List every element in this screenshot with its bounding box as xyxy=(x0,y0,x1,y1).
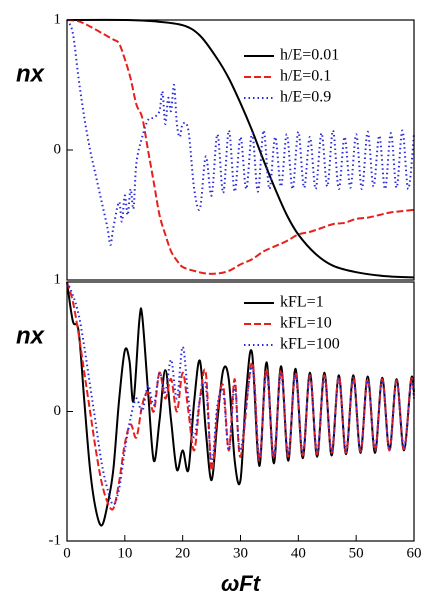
legend-label: kFL=10 xyxy=(280,315,332,332)
legend-label: h/E=0.9 xyxy=(280,89,331,106)
legend-label: h/E=0.01 xyxy=(280,47,339,64)
x-tick-label: 0 xyxy=(63,545,71,561)
x-tick-label: 40 xyxy=(291,545,306,561)
y-tick-label: 1 xyxy=(54,11,62,27)
y-tick-label: -1 xyxy=(49,532,62,548)
x-axis-label: ωFt xyxy=(221,571,262,596)
plot-frame xyxy=(66,19,415,281)
legend-label: h/E=0.1 xyxy=(280,68,331,85)
x-tick-label: 50 xyxy=(349,545,364,561)
x-tick-label: 60 xyxy=(407,545,422,561)
y-axis-label: nx xyxy=(16,60,46,87)
x-tick-label: 30 xyxy=(233,545,248,561)
y-tick-label: 1 xyxy=(54,271,62,287)
series-line xyxy=(66,19,415,275)
plot-frame xyxy=(66,281,415,542)
x-tick-label: 10 xyxy=(117,545,132,561)
series-line xyxy=(66,281,415,506)
y-tick-label: 0 xyxy=(54,141,62,157)
y-tick-label: 0 xyxy=(54,403,62,419)
legend-label: kFL=1 xyxy=(280,294,324,311)
series-line xyxy=(66,281,415,527)
series-line xyxy=(66,18,415,279)
y-axis-label: nx xyxy=(16,322,46,349)
legend-label: kFL=100 xyxy=(280,336,340,353)
series-line xyxy=(66,19,415,246)
series-line xyxy=(66,281,415,511)
x-tick-label: 20 xyxy=(175,545,190,561)
